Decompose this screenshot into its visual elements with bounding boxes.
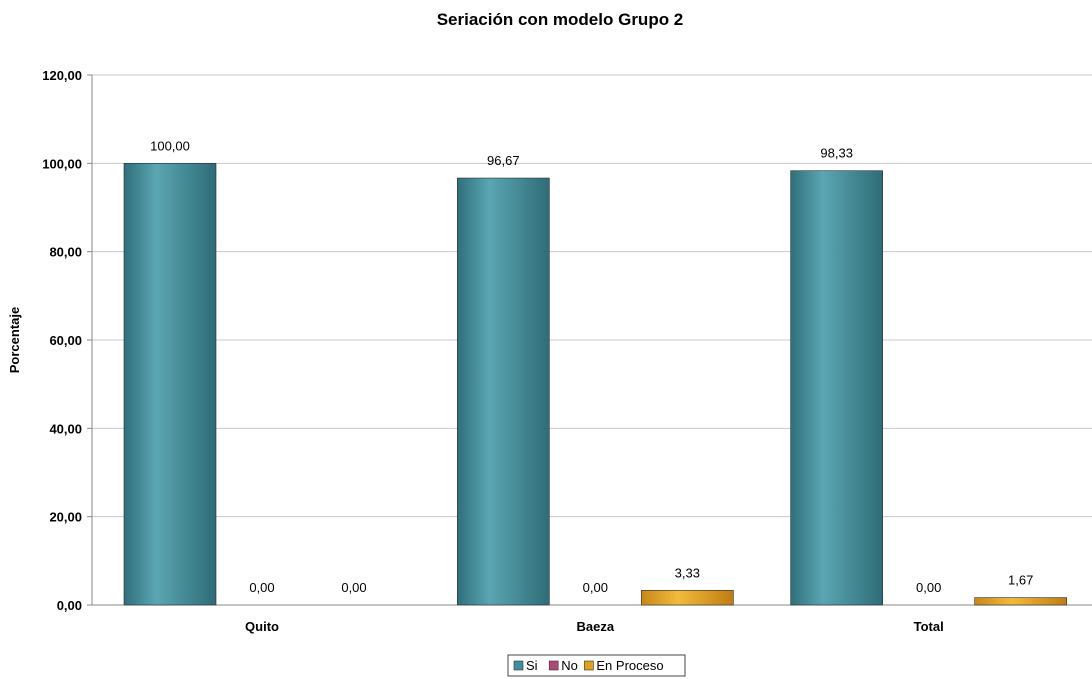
- y-tick-label: 80,00: [49, 245, 82, 260]
- bars: [123, 163, 1067, 606]
- data-label: 1,67: [1008, 573, 1033, 588]
- legend-swatch: [513, 660, 524, 671]
- legend: Si No En Proceso: [507, 654, 686, 677]
- legend-swatch: [548, 660, 559, 671]
- y-tick-label: 60,00: [49, 333, 82, 348]
- x-tick-label: Quito: [245, 619, 279, 634]
- y-tick-label: 20,00: [49, 510, 82, 525]
- legend-box: [507, 654, 686, 677]
- data-label: 98,33: [820, 146, 853, 161]
- y-tick-label: 0,00: [57, 598, 82, 613]
- y-tick-labels: 0,00 20,00 40,00 60,00 80,00 100,00 120,00: [42, 68, 92, 613]
- grid-lines: [92, 74, 1092, 518]
- data-label: 0,00: [249, 580, 274, 595]
- y-axis-label: Porcentaje: [7, 307, 22, 373]
- legend-label: Si: [526, 658, 538, 673]
- data-labels: 100,00 0,00 0,00 96,67 0,00 3,33 98,33 0,00 1,67: [150, 138, 1033, 595]
- bar-en-proceso: [974, 597, 1067, 606]
- data-label: 100,00: [150, 138, 190, 153]
- x-tick-label: Total: [914, 619, 944, 634]
- chart-title: Seriación con modelo Grupo 2: [437, 10, 684, 29]
- data-label: 0,00: [341, 580, 366, 595]
- bar-en-proceso: [641, 589, 734, 606]
- x-tick-label: Baeza: [577, 619, 615, 634]
- y-tick-label: 100,00: [42, 156, 82, 171]
- data-label: 0,00: [916, 580, 941, 595]
- legend-label: No: [561, 658, 578, 673]
- x-tick-labels: Quito Baeza Total: [245, 619, 944, 634]
- y-tick-label: 40,00: [49, 421, 82, 436]
- bar-si: [790, 170, 883, 606]
- legend-label: En Proceso: [596, 658, 663, 673]
- legend-swatch: [584, 660, 594, 671]
- data-label: 3,33: [675, 565, 700, 580]
- data-label: 96,67: [487, 153, 520, 168]
- y-tick-label: 120,00: [42, 68, 82, 83]
- data-label: 0,00: [583, 580, 608, 595]
- bar-si: [457, 177, 550, 606]
- bar-si: [123, 163, 217, 606]
